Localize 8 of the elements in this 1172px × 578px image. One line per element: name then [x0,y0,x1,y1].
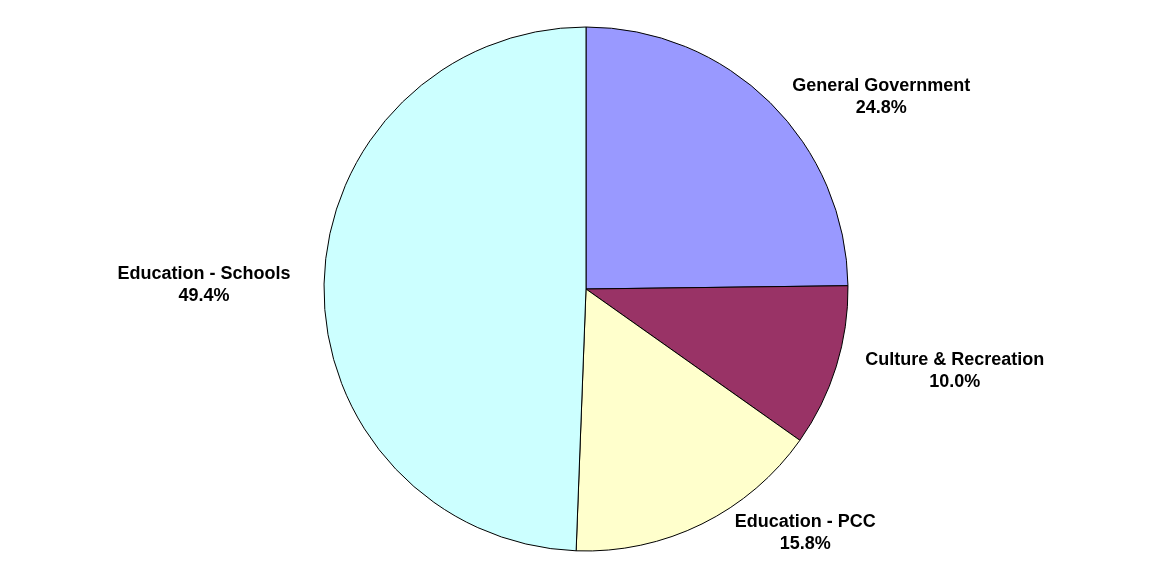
slice-label: Education - PCC [734,511,876,532]
slice-label: Education - Schools [117,262,291,283]
data-label: 10.0% [929,370,981,391]
slice-label: Culture & Recreation [865,348,1045,369]
data-label: 15.8% [779,533,831,554]
data-label: 49.4% [178,284,230,305]
data-label: 24.8% [855,96,907,117]
slice-label: General Government [792,74,971,95]
